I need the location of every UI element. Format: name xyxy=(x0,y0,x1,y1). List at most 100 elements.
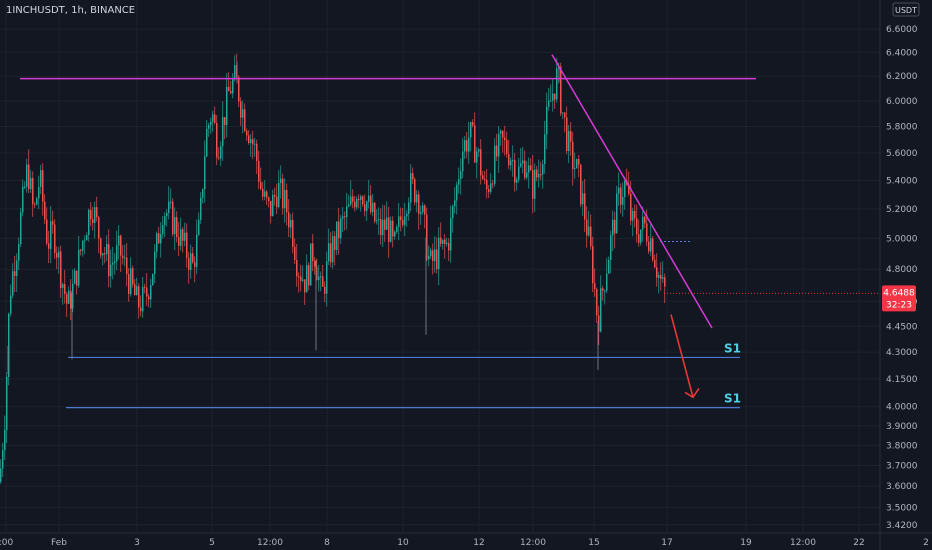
candle-up xyxy=(526,172,528,178)
candle-down xyxy=(654,259,656,268)
candle-down xyxy=(602,288,604,291)
candle-down xyxy=(472,122,474,126)
candle-down xyxy=(570,131,572,142)
y-tick-label: 3.4200 xyxy=(886,521,918,531)
candle-down xyxy=(262,188,264,197)
candle-up xyxy=(160,234,162,244)
candle-down xyxy=(380,219,382,235)
current-price-tag: 4.6488 32:23 xyxy=(882,285,916,312)
candle-up xyxy=(332,236,334,263)
candle-down xyxy=(34,204,36,206)
candle-down xyxy=(158,233,160,244)
symbol-title[interactable]: 1INCHUSDT, 1h, BINANCE xyxy=(6,5,136,16)
candle-up xyxy=(336,221,338,250)
candle-down xyxy=(188,258,190,270)
candle-down xyxy=(266,191,268,198)
candle-down xyxy=(540,174,542,176)
candle-up xyxy=(430,250,432,257)
candle-up xyxy=(198,219,200,235)
x-tick-label: 15 xyxy=(588,538,599,548)
candle-up xyxy=(464,140,466,152)
candle-down xyxy=(298,276,300,278)
time-axis[interactable]: :00 Feb 3 5 12:00 8 10 12 12:00 15 17 19 12:00 22 2 xyxy=(0,532,932,548)
candle-up xyxy=(154,251,156,274)
candle-down xyxy=(322,276,324,287)
support-2-label: S1 xyxy=(724,392,741,406)
candle-up xyxy=(542,164,544,175)
candle-down xyxy=(504,137,506,141)
currency-badge[interactable]: USDT xyxy=(892,2,920,17)
candle-down xyxy=(614,219,616,234)
x-tick-label: :00 xyxy=(0,538,14,548)
candle-down xyxy=(270,200,272,217)
candle-up xyxy=(604,290,606,292)
candle-up xyxy=(512,160,514,162)
candle-down xyxy=(186,232,188,259)
candle-down xyxy=(46,219,48,244)
price-axis[interactable]: 6.6000 6.4000 6.2000 6.0000 5.8000 5.6000 5.40… xyxy=(879,0,918,550)
candle-down xyxy=(664,277,666,287)
candle-up xyxy=(600,288,602,332)
y-tick-label: 5.8000 xyxy=(886,123,918,133)
y-tick-label: 6.0000 xyxy=(886,97,918,107)
candle-down xyxy=(330,243,332,263)
candle-down xyxy=(388,217,390,242)
candle-down xyxy=(96,207,98,218)
candle-down xyxy=(358,198,360,200)
candle-down xyxy=(176,217,178,238)
candle-down xyxy=(132,268,134,285)
y-tick-label: 4.3000 xyxy=(886,348,918,358)
candle-up xyxy=(454,200,456,207)
candle-up xyxy=(78,249,80,286)
candle-down xyxy=(660,275,662,279)
candle-down xyxy=(42,170,44,202)
candle-up xyxy=(320,276,322,278)
current-price-countdown: 32:23 xyxy=(886,300,912,310)
candle-up xyxy=(142,286,144,312)
candle-up xyxy=(206,128,208,157)
candle-down xyxy=(656,267,658,278)
candle-down xyxy=(134,284,136,296)
candle-up xyxy=(86,234,88,241)
candle-up xyxy=(410,173,412,203)
candle-down xyxy=(286,189,288,213)
candle-up xyxy=(548,100,550,107)
candle-down xyxy=(506,140,508,155)
candle-down xyxy=(424,205,426,215)
candle-up xyxy=(398,216,400,227)
candle-up xyxy=(136,286,138,296)
candle-up xyxy=(544,134,546,165)
candle-up xyxy=(118,235,120,246)
candle-up xyxy=(328,243,330,262)
candle-down xyxy=(646,223,648,242)
candle-up xyxy=(610,235,612,260)
candle-down xyxy=(54,224,56,253)
candle-up xyxy=(498,133,500,157)
candle-up xyxy=(406,213,408,217)
x-tick-label: 12 xyxy=(473,538,484,548)
y-tick-label: 6.4000 xyxy=(886,48,918,58)
candle-down xyxy=(312,243,314,262)
candle-down xyxy=(578,159,580,165)
candle-up xyxy=(232,79,234,94)
candle-up xyxy=(462,151,464,172)
candle-up xyxy=(534,169,536,199)
candle-up xyxy=(38,186,40,199)
currency-badge-box xyxy=(892,2,920,17)
candle-down xyxy=(178,237,180,246)
candle-up xyxy=(416,194,418,203)
descending-trendline[interactable] xyxy=(551,54,713,329)
candle-up xyxy=(404,216,406,225)
candle-up xyxy=(386,217,388,230)
candle-up xyxy=(368,195,370,202)
candle-down xyxy=(182,229,184,241)
candle-up xyxy=(606,273,608,291)
candle-up xyxy=(494,145,496,184)
candle-up xyxy=(210,121,212,126)
candle-down xyxy=(258,160,260,182)
chart-annotations: S1 S1 xyxy=(20,54,880,409)
candle-down xyxy=(590,226,592,247)
y-tick-label: 4.0000 xyxy=(886,403,918,413)
candle-up xyxy=(116,245,118,262)
